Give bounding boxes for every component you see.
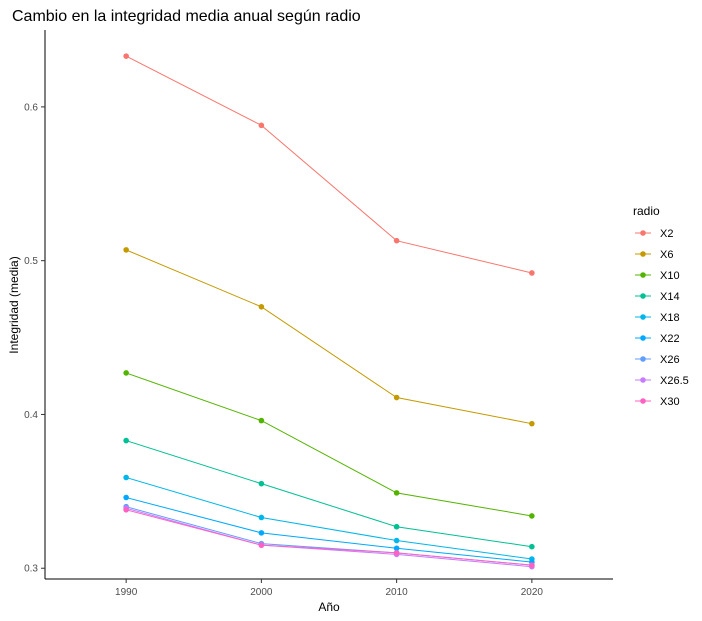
legend-label: X26 xyxy=(660,354,680,366)
legend-item: X6 xyxy=(635,249,673,261)
series-x18 xyxy=(123,474,535,562)
data-point xyxy=(123,437,129,444)
chart-title: Cambio en la integridad media anual segú… xyxy=(12,8,361,25)
legend-item: X14 xyxy=(635,291,680,303)
y-tick-label: 0.6 xyxy=(24,102,38,113)
legend-label: X26.5 xyxy=(660,375,689,387)
y-tick-label: 0.4 xyxy=(24,410,38,421)
data-point xyxy=(393,523,400,530)
series-line xyxy=(125,55,532,274)
series-x6 xyxy=(123,247,535,427)
x-axis-title: Año xyxy=(318,600,340,614)
legend-item: X18 xyxy=(635,312,680,324)
legend-key-point xyxy=(640,272,646,278)
legend-item: X30 xyxy=(635,396,680,408)
series-line xyxy=(126,507,532,568)
data-point xyxy=(258,542,265,548)
legend-label: X30 xyxy=(660,396,680,408)
data-point xyxy=(393,237,400,244)
legend: radio X2 X6 X10 X14 X18 X22 X26 X26.5 X30 xyxy=(633,204,689,408)
x-tick-label: 2000 xyxy=(250,587,273,598)
data-point xyxy=(258,417,265,424)
x-tick-label: 2010 xyxy=(385,587,408,598)
data-point xyxy=(258,530,265,536)
legend-label: X14 xyxy=(660,291,680,303)
series-line xyxy=(126,509,532,566)
data-point xyxy=(258,480,265,487)
data-point xyxy=(123,247,129,253)
data-point xyxy=(123,370,129,376)
legend-key-point xyxy=(640,314,646,320)
series-x26 xyxy=(123,503,535,568)
legend-label: X18 xyxy=(660,312,680,324)
data-point xyxy=(529,513,535,519)
series-line xyxy=(125,477,532,560)
y-tick-label: 0.3 xyxy=(24,564,38,575)
y-axis-title: Integridad (media) xyxy=(7,256,21,353)
data-point xyxy=(393,550,400,556)
data-point xyxy=(123,474,129,481)
y-axis-ticks: 0.3 0.4 0.5 0.6 xyxy=(24,102,45,575)
legend-label: X2 xyxy=(660,228,673,240)
data-point xyxy=(393,545,400,552)
data-point xyxy=(258,122,265,129)
series-line xyxy=(125,440,532,548)
data-point xyxy=(123,506,129,513)
series-layer xyxy=(123,53,535,570)
data-point xyxy=(529,420,535,427)
legend-key-point xyxy=(640,251,646,257)
data-point xyxy=(529,543,535,550)
x-tick-label: 1990 xyxy=(115,587,138,598)
legend-key-point xyxy=(640,335,646,341)
legend-label: X22 xyxy=(660,333,680,345)
data-point xyxy=(258,514,265,521)
data-point xyxy=(393,537,400,544)
legend-label: X10 xyxy=(660,270,680,282)
legend-items: X2 X6 X10 X14 X18 X22 X26 X26.5 X30 xyxy=(635,228,689,408)
legend-key-point xyxy=(640,356,646,362)
legend-title: radio xyxy=(633,204,660,218)
y-tick-label: 0.5 xyxy=(24,256,38,267)
legend-key-point xyxy=(640,377,646,383)
data-point xyxy=(529,270,535,276)
data-point xyxy=(123,53,129,59)
x-tick-label: 2020 xyxy=(521,587,544,598)
legend-item: X26 xyxy=(635,354,680,366)
x-axis-ticks: 1990 2000 2010 2020 xyxy=(115,579,543,598)
data-point xyxy=(393,394,400,401)
series-x30 xyxy=(123,506,535,568)
series-line xyxy=(126,497,532,563)
data-point xyxy=(529,562,535,568)
data-point xyxy=(123,494,129,501)
series-line xyxy=(125,372,532,517)
legend-key-point xyxy=(640,398,646,404)
legend-item: X2 xyxy=(635,228,673,240)
legend-key-point xyxy=(640,293,646,299)
series-line xyxy=(126,506,532,566)
series-x14 xyxy=(123,437,535,550)
legend-item: X10 xyxy=(635,270,680,282)
legend-item: X22 xyxy=(635,333,680,345)
legend-key-point xyxy=(640,230,646,236)
data-point xyxy=(393,490,400,496)
series-x2 xyxy=(123,53,535,276)
plot-area: 0.3 0.4 0.5 0.6 1990 2000 2010 2020 xyxy=(24,30,613,598)
series-x10 xyxy=(123,370,535,519)
series-line xyxy=(125,249,532,425)
legend-item: X26.5 xyxy=(635,375,689,387)
legend-label: X6 xyxy=(660,249,673,261)
data-point xyxy=(258,304,265,310)
